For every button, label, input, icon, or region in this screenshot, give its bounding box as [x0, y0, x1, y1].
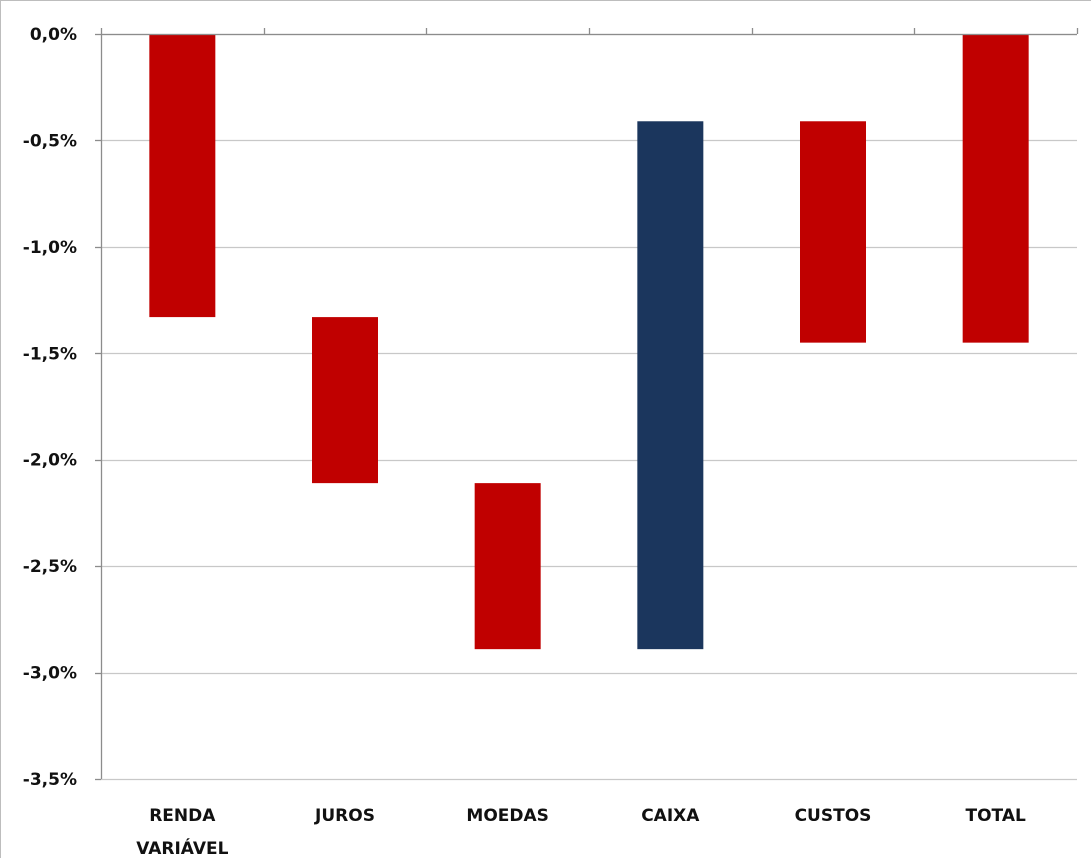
- x-category-label: TOTAL: [966, 806, 1026, 826]
- gridlines: [101, 33, 1077, 781]
- y-tick-label: -0,5%: [23, 131, 77, 151]
- y-tick-labels: 0,0% -0,5% -1,0% -1,5% -2,0% -2,5% -3,0% -3,5%: [23, 25, 77, 790]
- x-category-label: MOEDAS: [466, 806, 549, 826]
- y-tick-label: 0,0%: [30, 25, 77, 45]
- y-tick-label: -1,0%: [23, 238, 77, 258]
- x-category-label: VARIÁVEL: [136, 837, 228, 859]
- x-category-label: CUSTOS: [795, 806, 872, 826]
- bar: [800, 121, 866, 343]
- x-category-label: JUROS: [314, 806, 375, 826]
- y-tick-label: -2,5%: [23, 557, 77, 577]
- bar: [149, 34, 216, 318]
- bar: [962, 34, 1029, 343]
- axes: [95, 28, 1079, 781]
- bar: [474, 483, 541, 650]
- y-tick-label: -3,0%: [23, 664, 77, 684]
- bar: [312, 317, 378, 484]
- y-tick-label: -1,5%: [23, 344, 77, 364]
- bars: [149, 34, 1029, 650]
- x-category-labels: RENDA VARIÁVEL JUROS MOEDAS CAIXA CUSTOS TOTAL: [136, 806, 1026, 859]
- x-category-label: RENDA: [149, 806, 216, 826]
- bar: [637, 121, 704, 650]
- x-category-label: CAIXA: [641, 806, 700, 826]
- y-tick-label: -3,5%: [23, 770, 77, 790]
- y-tick-label: -2,0%: [23, 451, 77, 471]
